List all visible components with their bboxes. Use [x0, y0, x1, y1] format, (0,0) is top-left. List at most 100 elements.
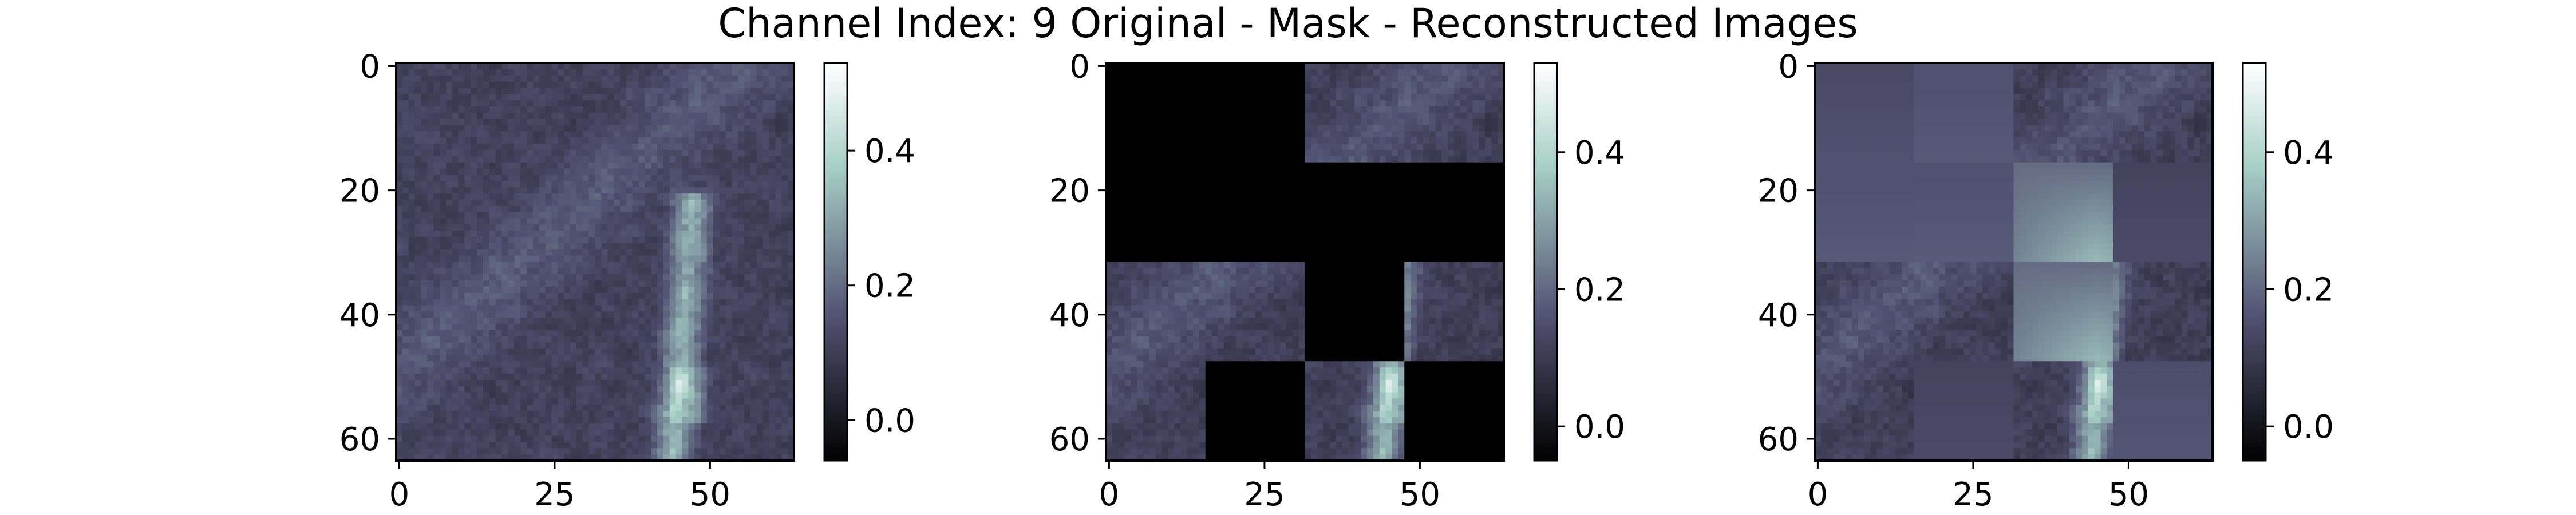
- heatmap-cell: [607, 181, 614, 188]
- heatmap-cell: [719, 435, 726, 443]
- heatmap-cell: [501, 94, 509, 101]
- heatmap-cell: [750, 442, 757, 449]
- heatmap-cell: [769, 131, 776, 138]
- heatmap-cell: [1367, 131, 1374, 138]
- heatmap-cell: [1491, 118, 1498, 126]
- heatmap-cell: [408, 63, 416, 70]
- heatmap-cell: [1361, 131, 1368, 138]
- heatmap-cell: [657, 118, 664, 126]
- heatmap-cell: [433, 212, 440, 219]
- heatmap-cell: [775, 175, 782, 181]
- heatmap-cell: [532, 69, 540, 76]
- heatmap-cell: [651, 336, 658, 343]
- heatmap-cell: [651, 324, 658, 331]
- heatmap-cell: [669, 112, 677, 120]
- heatmap-cell: [626, 193, 633, 200]
- heatmap-cell: [402, 318, 409, 324]
- heatmap-cell: [744, 417, 751, 424]
- colorbar-segment: [824, 232, 847, 236]
- heatmap-cell: [732, 305, 738, 312]
- heatmap-cell: [762, 75, 770, 82]
- heatmap-cell: [675, 318, 683, 324]
- heatmap-cell: [582, 137, 590, 144]
- heatmap-cell: [427, 212, 434, 219]
- heatmap-cell: [532, 150, 540, 157]
- heatmap-cell: [520, 249, 527, 256]
- heatmap-cell: [539, 125, 546, 132]
- heatmap-cell: [750, 131, 757, 138]
- heatmap-cell: [489, 435, 496, 443]
- heatmap-cell: [595, 305, 602, 312]
- heatmap-cell: [651, 417, 658, 424]
- heatmap-cell: [551, 63, 558, 70]
- heatmap-cell: [1106, 106, 1113, 113]
- heatmap-cell: [495, 280, 503, 287]
- colorbar-segment: [824, 421, 847, 425]
- heatmap-cell: [427, 367, 434, 374]
- heatmap-cell: [551, 175, 558, 181]
- heatmap-cell: [539, 224, 546, 231]
- heatmap-cell: [501, 336, 509, 343]
- heatmap-cell: [675, 224, 683, 231]
- heatmap-cell: [471, 435, 477, 443]
- heatmap-cell: [520, 112, 527, 120]
- heatmap-cell: [1454, 125, 1461, 132]
- heatmap-cell: [1168, 112, 1175, 120]
- heatmap-cell: [626, 94, 633, 101]
- heatmap-cell: [663, 398, 670, 405]
- heatmap-cell: [1373, 100, 1380, 107]
- heatmap-cell: [769, 63, 776, 70]
- heatmap-cell: [706, 63, 714, 70]
- heatmap-cell: [1131, 88, 1137, 94]
- heatmap-cell: [427, 324, 434, 331]
- heatmap-cell: [645, 367, 651, 374]
- heatmap-cell: [651, 237, 658, 244]
- heatmap-cell: [619, 429, 627, 437]
- heatmap-cell: [508, 131, 515, 138]
- heatmap-cell: [732, 429, 738, 437]
- heatmap-cell: [396, 268, 403, 275]
- heatmap-cell: [551, 442, 558, 449]
- heatmap-cell: [607, 144, 614, 150]
- colorbar-segment: [824, 152, 847, 156]
- heatmap-cell: [601, 243, 608, 250]
- heatmap-cell: [675, 448, 683, 455]
- heatmap-cell: [433, 373, 440, 381]
- heatmap-cell: [713, 212, 720, 219]
- heatmap-cell: [632, 156, 639, 163]
- heatmap-cell: [769, 379, 776, 387]
- plot-frame-original: [395, 62, 795, 462]
- heatmap-cell: [694, 218, 701, 225]
- heatmap-cell: [1180, 88, 1187, 94]
- heatmap-cell: [570, 75, 577, 82]
- heatmap-cell: [744, 205, 751, 213]
- heatmap-cell: [396, 193, 403, 200]
- heatmap-cell: [1180, 125, 1187, 132]
- colorbar-segment: [824, 219, 847, 223]
- heatmap-cell: [657, 237, 664, 244]
- heatmap-cell: [564, 237, 571, 244]
- heatmap-cell: [514, 94, 521, 101]
- heatmap-cell: [781, 224, 788, 231]
- heatmap-cell: [744, 63, 751, 70]
- heatmap-cell: [713, 355, 720, 362]
- heatmap-cell: [501, 249, 509, 256]
- heatmap-cell: [1491, 81, 1498, 89]
- heatmap-cell: [775, 417, 782, 424]
- heatmap-cell: [427, 69, 434, 76]
- heatmap-cell: [775, 63, 782, 70]
- heatmap-cell: [607, 94, 614, 101]
- heatmap-cell: [527, 373, 534, 381]
- heatmap-cell: [632, 361, 639, 368]
- heatmap-cell: [545, 386, 552, 393]
- heatmap-cell: [1485, 81, 1492, 89]
- heatmap-cell: [1367, 100, 1374, 107]
- heatmap-cell: [775, 423, 782, 430]
- heatmap-cell: [738, 212, 745, 219]
- heatmap-cell: [564, 330, 571, 337]
- heatmap-cell: [402, 168, 409, 176]
- heatmap-cell: [477, 137, 484, 144]
- heatmap-cell: [750, 268, 757, 275]
- heatmap-cell: [769, 429, 776, 437]
- heatmap-cell: [396, 348, 403, 355]
